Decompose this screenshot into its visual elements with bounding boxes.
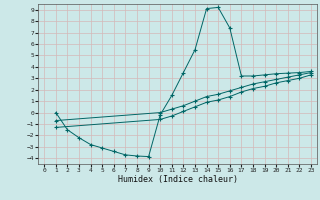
X-axis label: Humidex (Indice chaleur): Humidex (Indice chaleur)	[118, 175, 238, 184]
